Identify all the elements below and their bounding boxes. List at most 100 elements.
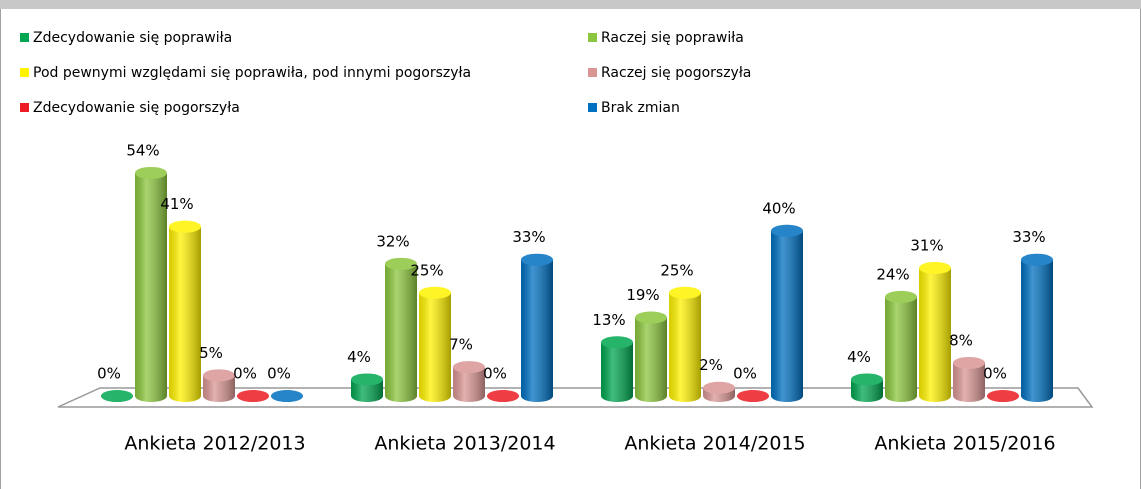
bar-top-shade bbox=[601, 336, 633, 349]
bar bbox=[703, 381, 735, 402]
legend-label: Raczej się poprawiła bbox=[601, 30, 744, 46]
bar-top bbox=[169, 220, 201, 233]
bar-top bbox=[703, 381, 735, 394]
bar bbox=[885, 290, 917, 402]
value-label: 7% bbox=[449, 336, 473, 354]
floor bbox=[57, 387, 1094, 408]
bar-shade bbox=[885, 296, 917, 402]
bar-top-shade bbox=[237, 390, 269, 402]
bar-top-shade bbox=[771, 224, 803, 237]
bar-shade bbox=[203, 375, 235, 402]
value-label: 13% bbox=[592, 311, 625, 329]
bar-top bbox=[771, 224, 803, 237]
bar-top bbox=[635, 311, 667, 324]
bar bbox=[385, 257, 417, 402]
bar-top bbox=[669, 286, 701, 299]
bar bbox=[771, 224, 803, 402]
value-label: 5% bbox=[199, 344, 223, 362]
value-label: 0% bbox=[733, 365, 757, 383]
value-label: 8% bbox=[949, 331, 973, 349]
bar-top bbox=[101, 390, 133, 402]
bar-shade bbox=[771, 230, 803, 402]
bar-shade bbox=[385, 263, 417, 402]
bar-top bbox=[987, 390, 1019, 402]
bar-top bbox=[385, 257, 417, 270]
bar-top-shade bbox=[1021, 253, 1053, 266]
value-label: 2% bbox=[699, 356, 723, 374]
legend-swatch bbox=[588, 68, 597, 77]
bar-shade bbox=[953, 362, 985, 402]
bar-shade bbox=[1021, 259, 1053, 402]
bar-shade bbox=[635, 317, 667, 402]
legend-swatch bbox=[588, 103, 597, 112]
bar-top bbox=[1021, 253, 1053, 266]
bar-top-shade bbox=[737, 390, 769, 402]
bar bbox=[919, 261, 951, 402]
legend-swatch bbox=[20, 68, 29, 77]
value-label: 0% bbox=[983, 365, 1007, 383]
bar-top-shade bbox=[351, 373, 383, 386]
bar bbox=[169, 220, 201, 402]
bar-top bbox=[419, 286, 451, 299]
bar-top-shade bbox=[521, 253, 553, 266]
bar bbox=[101, 390, 133, 402]
bar-top-shade bbox=[987, 390, 1019, 402]
value-label: 31% bbox=[910, 236, 943, 254]
category-label: Ankieta 2013/2014 bbox=[374, 433, 555, 455]
bar bbox=[351, 373, 383, 402]
bar-top bbox=[271, 390, 303, 402]
value-label: 4% bbox=[847, 348, 871, 366]
bar bbox=[635, 311, 667, 402]
bar-shade bbox=[453, 367, 485, 402]
value-label: 0% bbox=[233, 365, 257, 383]
legend-swatch bbox=[20, 33, 29, 42]
bar bbox=[851, 373, 883, 402]
legend-label: Zdecydowanie się pogorszyła bbox=[33, 100, 240, 116]
bar-shade bbox=[351, 379, 383, 402]
value-label: 0% bbox=[97, 365, 121, 383]
bar bbox=[453, 361, 485, 402]
bar-top bbox=[521, 253, 553, 266]
bar-top-shade bbox=[271, 390, 303, 402]
bar bbox=[601, 336, 633, 402]
value-label: 24% bbox=[876, 265, 909, 283]
bar-top bbox=[885, 290, 917, 303]
bar-top-shade bbox=[203, 369, 235, 382]
bar bbox=[737, 390, 769, 402]
bar-top-shade bbox=[385, 257, 417, 270]
category-label: Ankieta 2015/2016 bbox=[874, 433, 1055, 455]
bar-top-shade bbox=[669, 286, 701, 299]
bar-top bbox=[601, 336, 633, 349]
bar-top bbox=[351, 373, 383, 386]
bar bbox=[419, 286, 451, 402]
bar-top-shade bbox=[169, 220, 201, 233]
bar-top bbox=[453, 361, 485, 374]
bar bbox=[1021, 253, 1053, 402]
value-label: 0% bbox=[267, 365, 291, 383]
legend-label: Brak zmian bbox=[601, 100, 680, 116]
value-label: 33% bbox=[1012, 228, 1045, 246]
header-strip bbox=[0, 0, 1141, 9]
bar-top-shade bbox=[453, 361, 485, 374]
bar-top-shade bbox=[953, 356, 985, 369]
bar bbox=[271, 390, 303, 402]
category-label: Ankieta 2012/2013 bbox=[124, 433, 305, 455]
category-label: Ankieta 2014/2015 bbox=[624, 433, 805, 455]
legend-swatch bbox=[588, 33, 597, 42]
legend-swatch bbox=[20, 103, 29, 112]
bar-top-shade bbox=[101, 390, 133, 402]
legend-label: Pod pewnymi względami się poprawiła, pod… bbox=[33, 65, 471, 81]
bar-top bbox=[237, 390, 269, 402]
bar-shade bbox=[601, 342, 633, 402]
bar bbox=[953, 356, 985, 402]
bar-top-shade bbox=[635, 311, 667, 324]
bar-shade bbox=[419, 292, 451, 402]
bar-top bbox=[737, 390, 769, 402]
bar-top-shade bbox=[885, 290, 917, 303]
value-label: 25% bbox=[660, 261, 693, 279]
value-label: 25% bbox=[410, 261, 443, 279]
bar bbox=[135, 166, 167, 402]
bar-top bbox=[203, 369, 235, 382]
bar-top bbox=[919, 261, 951, 274]
